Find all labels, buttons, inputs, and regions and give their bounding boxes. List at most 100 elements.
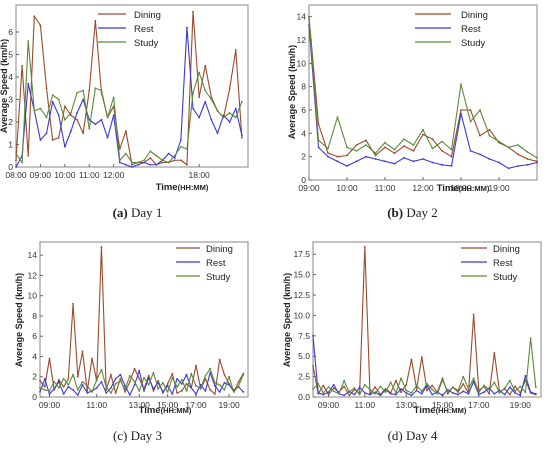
data-point xyxy=(51,94,54,96)
data-point xyxy=(67,383,70,386)
y-axis-label: Average Speed (km/h) xyxy=(0,39,9,133)
data-point xyxy=(39,391,41,393)
data-point xyxy=(162,391,164,393)
data-point xyxy=(21,161,24,164)
data-point xyxy=(112,114,115,117)
x-axis-label-main: Time xyxy=(156,182,178,193)
data-point xyxy=(192,91,194,94)
data-point xyxy=(479,153,481,156)
x-tick-label: 09:00 xyxy=(298,183,320,193)
data-point xyxy=(118,148,121,150)
data-point xyxy=(460,109,462,111)
caption-day-3: (c) Day 3 xyxy=(0,428,275,444)
data-point xyxy=(228,383,230,386)
data-point xyxy=(133,383,136,386)
data-point xyxy=(128,394,131,396)
data-point xyxy=(166,384,169,387)
data-point xyxy=(420,392,423,395)
data-point xyxy=(51,100,54,103)
data-point xyxy=(517,153,519,156)
data-point xyxy=(405,392,408,394)
data-point xyxy=(348,391,351,394)
data-point xyxy=(507,167,510,170)
data-point xyxy=(15,152,17,155)
data-point xyxy=(517,144,519,146)
data-point xyxy=(209,371,212,374)
y-tick-label: 0 xyxy=(8,162,13,172)
data-point xyxy=(410,392,413,394)
data-point xyxy=(514,385,516,388)
data-point xyxy=(94,123,97,126)
data-point xyxy=(422,158,424,160)
legend-label-dining: Dining xyxy=(461,10,488,21)
data-point xyxy=(431,388,434,391)
data-point xyxy=(412,160,415,163)
y-tick-label: 10 xyxy=(297,58,307,68)
x-tick-label: 11:00 xyxy=(79,170,100,180)
series-line xyxy=(39,368,244,394)
caption-text: Day 3 xyxy=(130,428,163,443)
data-point xyxy=(363,392,366,394)
data-point xyxy=(346,146,348,149)
data-point xyxy=(143,390,145,392)
data-point xyxy=(62,377,65,380)
data-point xyxy=(441,149,443,152)
data-point xyxy=(195,393,197,395)
data-point xyxy=(124,387,126,390)
data-point xyxy=(198,116,201,119)
data-point xyxy=(441,163,443,166)
data-point xyxy=(384,141,386,144)
data-point xyxy=(48,390,51,392)
data-point xyxy=(58,386,60,389)
data-point xyxy=(312,365,314,367)
data-point xyxy=(450,165,453,167)
caption-day-2: (b) Day 2 xyxy=(275,205,550,221)
data-point xyxy=(488,158,491,160)
data-point xyxy=(457,389,459,392)
x-tick-label: 19:00 xyxy=(510,400,532,410)
data-point xyxy=(452,392,454,394)
data-point xyxy=(100,246,103,248)
data-point xyxy=(119,377,122,380)
data-point xyxy=(86,392,89,394)
y-tick-label: 2 xyxy=(32,372,37,382)
data-point xyxy=(223,373,226,376)
x-axis-label-main: Time xyxy=(414,405,436,416)
data-point xyxy=(462,390,465,393)
data-point xyxy=(460,112,462,115)
data-point xyxy=(143,159,146,162)
series-line xyxy=(308,24,538,169)
data-point xyxy=(410,394,413,397)
legend-label-rest: Rest xyxy=(134,24,154,35)
data-point xyxy=(62,393,65,395)
data-point xyxy=(15,166,17,168)
data-point xyxy=(171,372,174,375)
data-point xyxy=(353,393,356,396)
data-point xyxy=(488,388,491,391)
data-point xyxy=(422,133,424,136)
caption-day-1: (a) Day 1 xyxy=(0,205,275,221)
data-point xyxy=(173,157,176,159)
data-point xyxy=(529,337,532,340)
data-point xyxy=(57,98,60,101)
y-tick-label: 4 xyxy=(32,351,37,361)
data-point xyxy=(503,387,506,389)
data-point xyxy=(190,386,193,389)
legend-label-study: Study xyxy=(461,38,486,49)
data-point xyxy=(308,15,310,18)
data-point xyxy=(70,114,72,117)
data-point xyxy=(517,165,519,167)
data-point xyxy=(405,389,408,392)
data-point xyxy=(348,394,351,397)
data-point xyxy=(185,382,188,385)
x-tick-label: 15:00 xyxy=(432,400,454,410)
data-point xyxy=(161,159,164,162)
data-point xyxy=(469,109,472,111)
data-point xyxy=(198,71,201,74)
legend-label-rest: Rest xyxy=(461,24,481,35)
data-point xyxy=(483,391,485,394)
data-point xyxy=(412,149,415,152)
data-point xyxy=(53,387,56,390)
data-point xyxy=(452,386,454,389)
data-point xyxy=(58,380,60,383)
